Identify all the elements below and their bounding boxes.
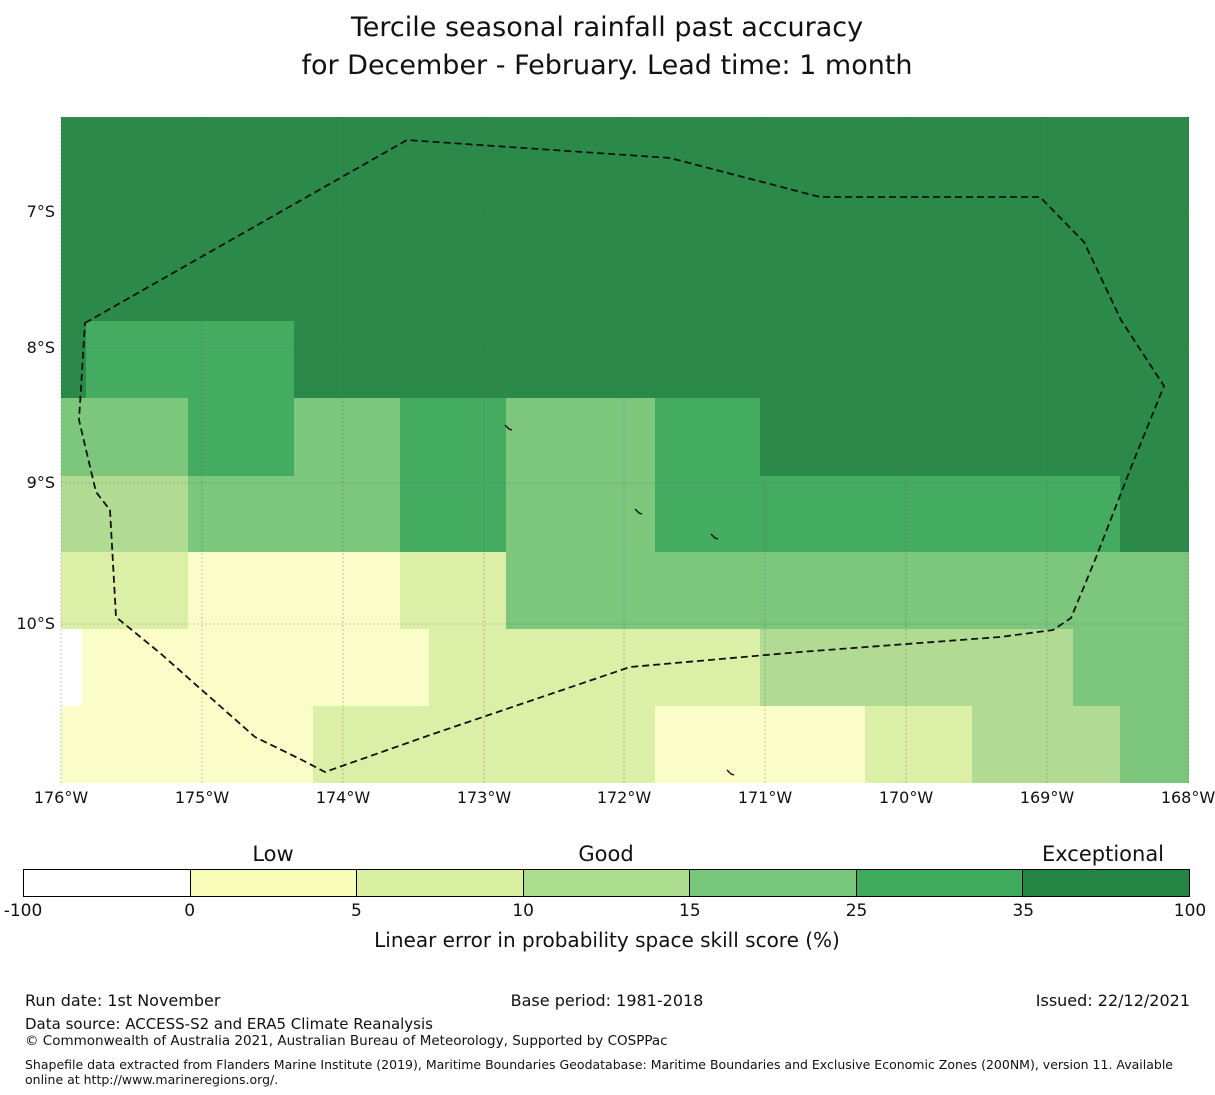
x-tick-label: 176°W: [33, 788, 89, 807]
colorbar-tick-label: 10: [512, 901, 534, 921]
x-tick-label: 173°W: [456, 788, 512, 807]
map-cell: [61, 398, 188, 476]
map-cell: [294, 321, 1189, 398]
colorbar-segment-25to35: [856, 870, 1024, 896]
graticule-gridlines: [60, 117, 1189, 783]
map-cell: [61, 321, 86, 398]
eez-boundary-path: [78, 139, 1165, 773]
colorbar-tick-label: 5: [351, 901, 362, 921]
map-cell: [400, 552, 506, 629]
x-tick-label: 172°W: [596, 788, 652, 807]
colorbar-axis-label: Linear error in probability space skill …: [374, 928, 840, 952]
issued-date-text: Issued: 22/12/2021: [1035, 991, 1190, 1010]
eez-boundary-dashed-line: [78, 139, 1165, 773]
map-cell: [294, 398, 400, 476]
map-cell: [61, 167, 1189, 244]
y-tick-label: 7°S: [26, 202, 55, 221]
map-cell: [188, 476, 400, 552]
colorbar-segment-5to10: [357, 870, 524, 896]
island-outline: [634, 508, 643, 515]
map-cell: [86, 321, 294, 398]
island-outline: [726, 769, 735, 776]
y-tick-label: 8°S: [26, 338, 55, 357]
map-cell: [1120, 706, 1189, 783]
colorbar-segment-15to25: [690, 870, 857, 896]
colorbar-tick-label: -100: [3, 901, 43, 921]
x-tick-label: 170°W: [878, 788, 934, 807]
map-cell: [972, 706, 1120, 783]
copyright-text: © Commonwealth of Australia 2021, Austra…: [25, 1033, 668, 1049]
map-cell: [188, 552, 400, 629]
map-cell: [61, 706, 313, 783]
run-date-text: Run date: 1st November: [25, 991, 221, 1010]
map-cell: [61, 629, 82, 706]
map-cell: [506, 552, 1189, 629]
colorbar-tick-label: 25: [845, 901, 868, 921]
chart-title: Tercile seasonal rainfall past accuracy: [350, 12, 864, 43]
x-tick-label: 169°W: [1019, 788, 1075, 807]
island-marks: [504, 424, 735, 776]
colorbar-tick-label: 100: [1173, 901, 1207, 921]
map-cells: [61, 117, 1189, 783]
map-cell: [61, 552, 188, 629]
shapefile-attribution-text: Shapefile data extracted from Flanders M…: [25, 1057, 1173, 1088]
map-cell: [865, 706, 972, 783]
island-outline: [710, 533, 719, 540]
map-cell: [1120, 476, 1189, 552]
map-cell: [61, 244, 1189, 321]
x-tick-label: 171°W: [737, 788, 793, 807]
colorbar-segment--100to0: [24, 870, 191, 896]
y-tick-label: 9°S: [26, 473, 55, 492]
map-cell: [61, 476, 188, 552]
map-cell: [400, 398, 506, 476]
skill-colorbar: [23, 869, 1190, 897]
colorbar-tick-label: 15: [679, 901, 701, 921]
map-cell: [1073, 629, 1189, 706]
map-cell: [655, 476, 1120, 552]
island-outline: [504, 424, 513, 431]
map-cell: [506, 476, 655, 552]
map-cell: [188, 398, 294, 476]
map-cell: [760, 398, 1189, 476]
map-cell: [82, 629, 429, 706]
colorbar-segment-0to5: [190, 870, 358, 896]
map-cell: [655, 706, 865, 783]
map-cell: [61, 117, 1189, 167]
colorbar-segment-10to15: [523, 870, 691, 896]
chart-subtitle: for December - February. Lead time: 1 mo…: [301, 50, 913, 81]
base-period-text: Base period: 1981-2018: [510, 991, 704, 1010]
x-tick-label: 174°W: [315, 788, 371, 807]
map-cell: [400, 476, 506, 552]
y-tick-label: 10°S: [16, 614, 55, 633]
x-tick-label: 175°W: [174, 788, 230, 807]
colorbar-tick-label: 0: [184, 901, 196, 921]
x-tick-label: 168°W: [1160, 788, 1215, 807]
legend-category-label: Good: [578, 842, 634, 866]
colorbar-segment-35to100: [1023, 870, 1190, 896]
map-cell: [655, 398, 760, 476]
map-cell: [429, 629, 760, 706]
legend-category-label: Exceptional: [1041, 842, 1165, 866]
colorbar-tick-label: 35: [1012, 901, 1035, 921]
map-cell: [760, 629, 1073, 706]
legend-category-label: Low: [252, 842, 294, 866]
map-cell: [506, 398, 655, 476]
data-source-text: Data source: ACCESS-S2 and ERA5 Climate …: [25, 1015, 433, 1033]
